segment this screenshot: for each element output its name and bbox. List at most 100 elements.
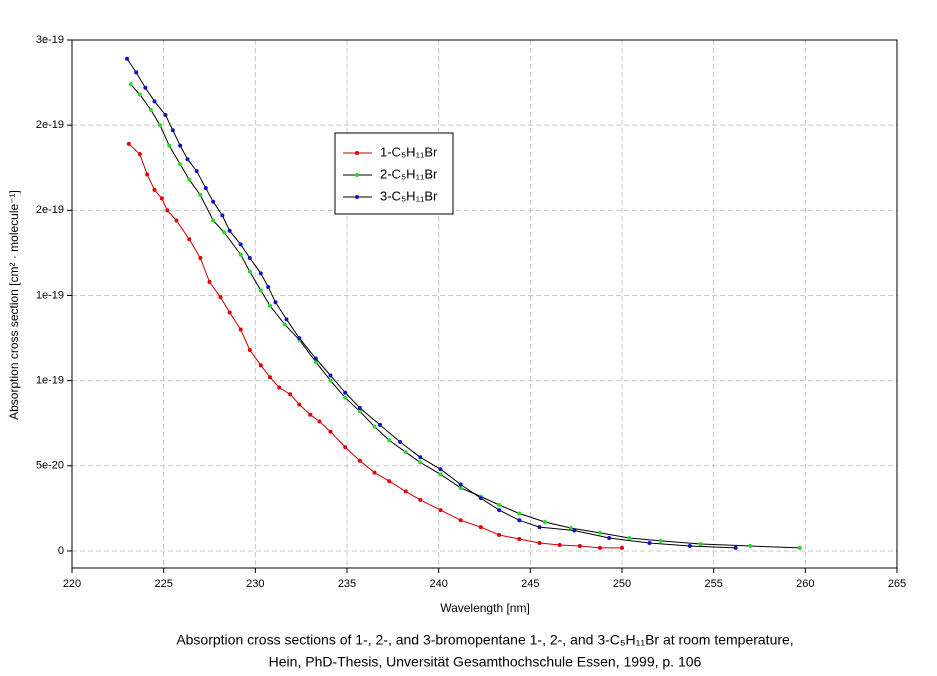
data-point: [126, 141, 131, 146]
data-point: [227, 228, 232, 233]
data-point: [797, 545, 802, 550]
legend-marker: [355, 151, 359, 155]
data-point: [222, 230, 227, 235]
data-point: [378, 422, 382, 427]
data-point: [627, 536, 632, 541]
legend-label: 2-C₅H₁₁Br: [380, 166, 438, 181]
data-point: [372, 424, 377, 429]
y-tick-label: 2e-19: [36, 119, 64, 131]
data-point: [227, 310, 232, 315]
data-point: [178, 143, 183, 148]
x-tick-label: 260: [796, 578, 814, 590]
data-point: [517, 511, 522, 516]
data-point: [238, 242, 243, 247]
x-tick-label: 245: [521, 578, 539, 590]
data-point: [543, 520, 547, 525]
legend: 1-C₅H₁₁Br 2-C₅H₁₁Br 3-C₅H₁₁Br: [334, 132, 454, 215]
data-point: [403, 450, 408, 455]
data-point: [211, 218, 216, 223]
data-point: [238, 327, 243, 332]
data-point: [211, 199, 216, 204]
data-point: [458, 518, 463, 523]
data-point: [328, 429, 333, 434]
chart-title: Absorption cross sections of 1-, 2-, and…: [176, 632, 793, 648]
data-point: [537, 540, 542, 545]
series-line: [126, 58, 736, 549]
data-point: [282, 322, 287, 327]
data-point: [458, 485, 463, 490]
data-point: [268, 303, 272, 308]
data-point: [537, 525, 542, 530]
data-point: [203, 186, 208, 191]
data-point: [277, 385, 282, 390]
data-point: [620, 545, 624, 550]
legend-marker: [355, 195, 359, 199]
data-point: [137, 152, 142, 157]
data-point: [687, 544, 692, 549]
series-line: [128, 143, 622, 549]
x-tick-label: 255: [704, 578, 722, 590]
data-point: [357, 405, 362, 410]
data-point: [698, 541, 703, 546]
data-point: [152, 187, 157, 192]
data-point: [266, 284, 271, 289]
x-tick-label: 225: [154, 578, 172, 590]
data-point: [152, 99, 157, 104]
data-point: [557, 543, 562, 548]
data-point: [607, 536, 612, 541]
data-point: [288, 392, 293, 397]
data-point: [343, 395, 348, 400]
data-point: [328, 373, 333, 378]
y-tick-label: 1e-19: [36, 375, 64, 387]
data-point: [398, 439, 403, 444]
plot-frame: [71, 39, 898, 569]
data-point: [187, 177, 192, 182]
data-point: [308, 412, 313, 417]
grid: [71, 39, 898, 568]
data-point: [317, 419, 322, 424]
legend-box: [334, 132, 454, 215]
data-point: [128, 82, 133, 87]
x-tick-label: 240: [429, 578, 447, 590]
data-point: [658, 538, 663, 543]
chart-subtitle: Hein, PhD-Thesis, Unversität Gesamthochs…: [269, 654, 702, 670]
data-point: [313, 356, 318, 361]
data-point: [194, 169, 199, 174]
data-point: [174, 218, 179, 223]
data-point: [748, 544, 753, 549]
y-tick-label: 5e-20: [36, 460, 64, 472]
data-point: [218, 295, 223, 300]
data-point: [403, 489, 408, 494]
data-point: [268, 375, 272, 380]
data-point: [125, 56, 129, 61]
data-point: [438, 467, 443, 472]
data-point: [273, 300, 278, 305]
data-point: [258, 363, 263, 368]
data-point: [733, 545, 738, 550]
data-point: [207, 279, 212, 284]
data-point: [178, 162, 183, 167]
data-point: [159, 196, 164, 201]
data-point: [297, 402, 302, 407]
y-tick-label: 3e-19: [36, 34, 64, 46]
data-point: [185, 157, 190, 162]
data-point: [258, 271, 263, 276]
data-point: [357, 409, 362, 414]
plot: [125, 56, 802, 550]
data-point: [198, 256, 203, 261]
data-point: [438, 508, 443, 513]
y-tick-label: 1e-19: [36, 289, 64, 301]
data-point: [145, 172, 150, 177]
x-tick-label: 235: [338, 578, 356, 590]
data-point: [297, 336, 302, 341]
data-point: [137, 92, 142, 97]
data-point: [497, 532, 502, 537]
x-tick-label: 265: [888, 578, 906, 590]
data-point: [165, 208, 170, 213]
data-point: [170, 128, 175, 133]
data-point: [357, 458, 362, 463]
x-tick-label: 230: [246, 578, 264, 590]
data-point: [497, 502, 502, 507]
data-point: [247, 269, 252, 274]
legend-marker: [355, 173, 359, 177]
